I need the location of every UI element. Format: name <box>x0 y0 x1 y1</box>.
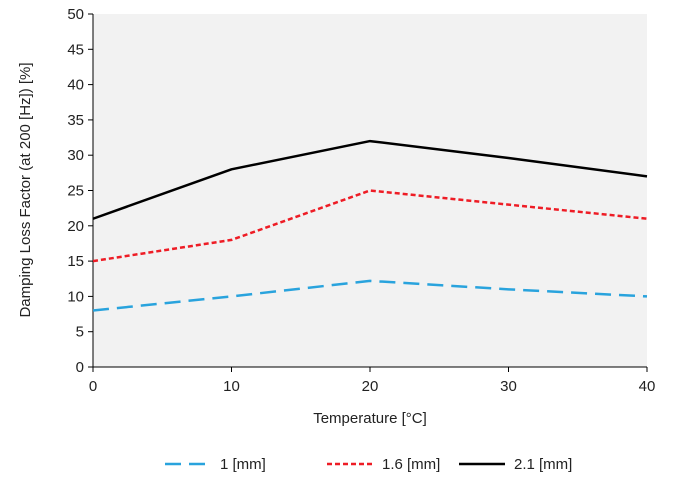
y-axis-ticks: 0 5 10 15 20 25 30 35 40 45 50 <box>67 6 93 376</box>
y-tick-label: 0 <box>76 359 84 376</box>
y-tick-label: 15 <box>67 253 84 270</box>
x-tick-label: 10 <box>223 378 240 395</box>
plot-area <box>93 14 647 367</box>
y-tick-label: 30 <box>67 147 84 164</box>
series-lines <box>92 139 648 312</box>
y-axis-title: Damping Loss Factor (at 200 [Hz]) [%] <box>17 62 34 317</box>
series-line-1 <box>92 189 648 263</box>
y-tick-label: 50 <box>67 6 84 23</box>
legend-label-0: 1 [mm] <box>220 456 266 473</box>
y-tick-label: 10 <box>67 288 84 305</box>
x-axis-title: Temperature [°C] <box>313 410 427 427</box>
y-tick-label: 25 <box>67 183 84 200</box>
series-line-2 <box>92 139 648 220</box>
x-axis-ticks: 0 10 20 30 40 <box>89 367 656 395</box>
legend-label-1: 1.6 [mm] <box>382 456 440 473</box>
legend-label-2: 2.1 [mm] <box>514 456 572 473</box>
x-tick-label: 40 <box>639 378 656 395</box>
y-tick-label: 45 <box>67 41 84 58</box>
y-tick-label: 5 <box>76 324 84 341</box>
x-tick-label: 30 <box>500 378 517 395</box>
y-tick-label: 20 <box>67 218 84 235</box>
y-tick-label: 40 <box>67 77 84 94</box>
legend: 1 [mm] 1.6 [mm] 2.1 [mm] <box>165 456 572 473</box>
series-line-0 <box>92 279 648 312</box>
x-tick-label: 20 <box>362 378 379 395</box>
x-tick-label: 0 <box>89 378 97 395</box>
y-tick-label: 35 <box>67 112 84 129</box>
